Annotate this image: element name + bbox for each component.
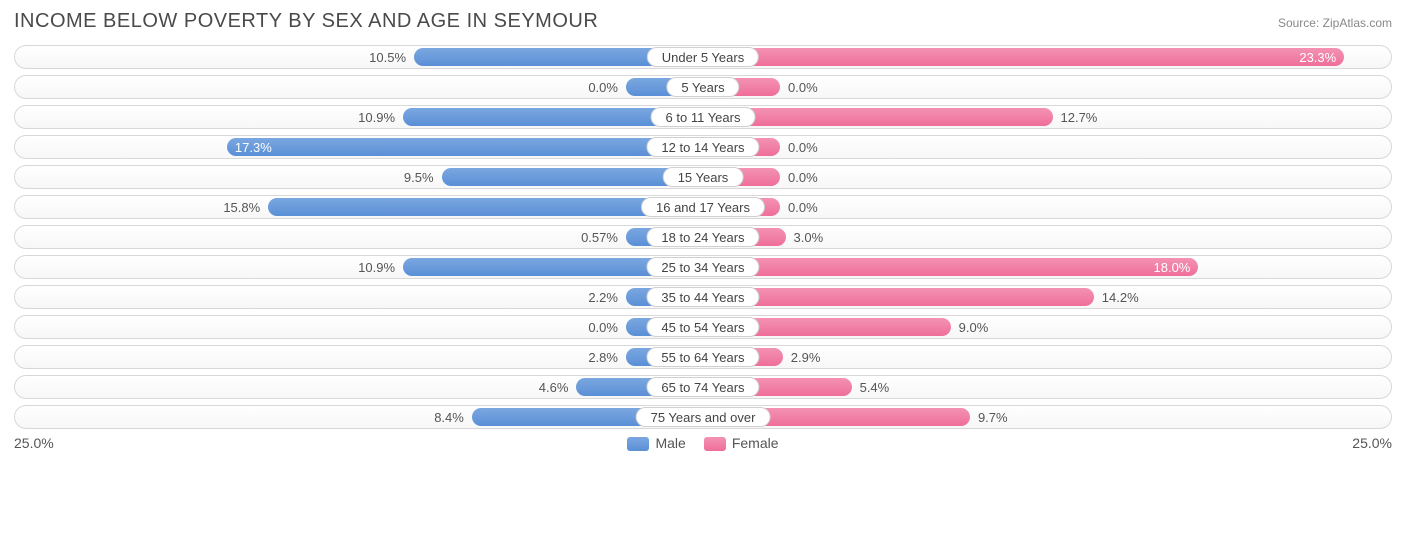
female-value: 3.0% [786, 226, 824, 248]
legend-female-label: Female [732, 435, 779, 451]
female-swatch [704, 437, 726, 451]
chart-row: 15.8% 0.0% 16 and 17 Years [14, 195, 1392, 219]
male-value: 2.8% [588, 346, 626, 368]
female-value: 0.0% [780, 136, 818, 158]
female-value: 9.0% [951, 316, 989, 338]
chart-row: 0.0% 0.0% 5 Years [14, 75, 1392, 99]
male-value: 0.0% [588, 76, 626, 98]
category-label: 5 Years [666, 77, 739, 97]
chart-row: 9.5% 0.0% 15 Years [14, 165, 1392, 189]
male-value: 0.0% [588, 316, 626, 338]
male-value: 10.5% [369, 46, 414, 68]
category-label: 25 to 34 Years [646, 257, 759, 277]
male-bar [227, 138, 703, 156]
female-value: 23.3% [1299, 46, 1344, 68]
chart-row: 10.9% 18.0% 25 to 34 Years [14, 255, 1392, 279]
chart-row: 17.3% 0.0% 12 to 14 Years [14, 135, 1392, 159]
male-swatch [627, 437, 649, 451]
pyramid-chart: 10.5% 23.3% Under 5 Years 0.0% 0.0% 5 Years 10… [14, 45, 1392, 429]
female-value: 14.2% [1094, 286, 1139, 308]
male-value: 4.6% [539, 376, 577, 398]
category-label: Under 5 Years [647, 47, 759, 67]
chart-row: 10.9% 12.7% 6 to 11 Years [14, 105, 1392, 129]
chart-row: 4.6% 5.4% 65 to 74 Years [14, 375, 1392, 399]
female-value: 9.7% [970, 406, 1008, 428]
female-value: 0.0% [780, 196, 818, 218]
legend: Male Female [627, 435, 778, 451]
category-label: 55 to 64 Years [646, 347, 759, 367]
male-value: 9.5% [404, 166, 442, 188]
chart-row: 10.5% 23.3% Under 5 Years [14, 45, 1392, 69]
axis-right-max: 25.0% [1352, 435, 1392, 451]
female-value: 12.7% [1053, 106, 1098, 128]
chart-row: 0.57% 3.0% 18 to 24 Years [14, 225, 1392, 249]
male-value: 10.9% [358, 106, 403, 128]
chart-row: 2.2% 14.2% 35 to 44 Years [14, 285, 1392, 309]
chart-row: 0.0% 9.0% 45 to 54 Years [14, 315, 1392, 339]
legend-male: Male [627, 435, 685, 451]
female-value: 18.0% [1154, 256, 1199, 278]
male-value: 0.57% [581, 226, 626, 248]
category-label: 45 to 54 Years [646, 317, 759, 337]
category-label: 12 to 14 Years [646, 137, 759, 157]
category-label: 75 Years and over [636, 407, 771, 427]
category-label: 15 Years [663, 167, 744, 187]
axis-left-max: 25.0% [14, 435, 54, 451]
category-label: 16 and 17 Years [641, 197, 765, 217]
chart-row: 8.4% 9.7% 75 Years and over [14, 405, 1392, 429]
female-value: 0.0% [780, 166, 818, 188]
chart-title: INCOME BELOW POVERTY BY SEX AND AGE IN S… [14, 10, 598, 33]
chart-source: Source: ZipAtlas.com [1278, 16, 1392, 30]
female-bar [703, 258, 1198, 276]
female-value: 0.0% [780, 76, 818, 98]
female-bar [703, 48, 1344, 66]
category-label: 35 to 44 Years [646, 287, 759, 307]
category-label: 6 to 11 Years [651, 107, 756, 127]
male-value: 15.8% [223, 196, 268, 218]
female-bar [703, 288, 1094, 306]
female-value: 5.4% [852, 376, 890, 398]
category-label: 65 to 74 Years [646, 377, 759, 397]
male-value: 2.2% [588, 286, 626, 308]
chart-row: 2.8% 2.9% 55 to 64 Years [14, 345, 1392, 369]
legend-female: Female [704, 435, 779, 451]
female-value: 2.9% [783, 346, 821, 368]
male-value: 10.9% [358, 256, 403, 278]
male-value: 8.4% [434, 406, 472, 428]
male-value: 17.3% [227, 136, 272, 158]
male-bar [268, 198, 703, 216]
category-label: 18 to 24 Years [646, 227, 759, 247]
legend-male-label: Male [655, 435, 685, 451]
